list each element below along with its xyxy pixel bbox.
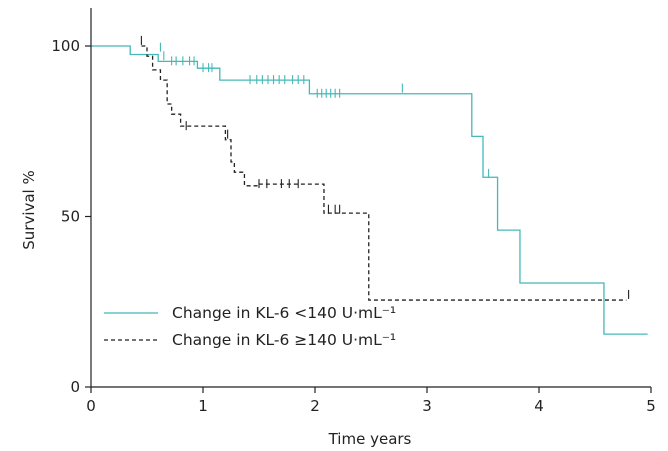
x-tick-label: 1 [198, 397, 208, 415]
legend-label: Change in KL-6 ≥140 U·mL⁻¹ [172, 331, 396, 349]
series-1 [91, 42, 648, 335]
x-axis-title: Time years [328, 430, 412, 448]
y-tick-label: 0 [70, 378, 80, 396]
y-tick-label: 50 [61, 208, 80, 226]
series-line [91, 45, 648, 335]
x-tick-label: 5 [646, 397, 656, 415]
x-tick-label: 2 [310, 397, 320, 415]
series-2 [140, 35, 630, 301]
x-tick-label: 4 [534, 397, 544, 415]
y-axis-title: Survival % [20, 170, 38, 250]
legend: Change in KL-6 <140 U·mL⁻¹ Change in KL-6… [104, 304, 396, 349]
legend-label: Change in KL-6 <140 U·mL⁻¹ [172, 304, 396, 322]
series-line [141, 45, 627, 301]
plot-area [91, 35, 648, 335]
y-tick-label: 100 [51, 37, 80, 55]
x-tick-label: 3 [422, 397, 432, 415]
x-tick-label: 0 [86, 397, 96, 415]
